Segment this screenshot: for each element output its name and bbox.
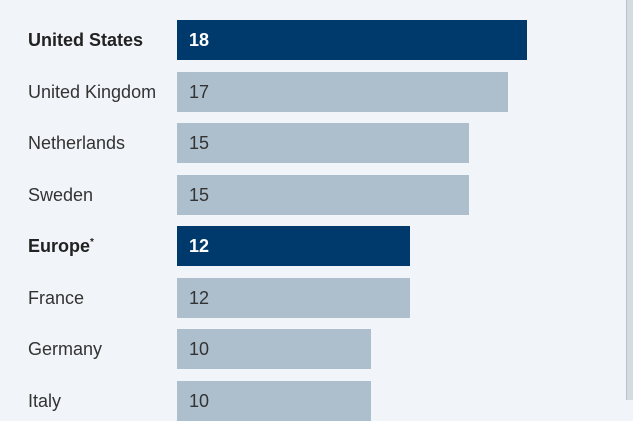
bar-value-label: 12 [189,288,210,308]
category-label: France [28,278,84,318]
category-label-text: Germany [28,339,103,359]
bar-value-label: 17 [189,82,210,102]
bar-value-label: 15 [189,185,210,205]
bar: 15 [177,175,469,215]
bar: 10 [177,381,371,421]
bar: 18 [177,20,527,60]
category-label-text: Sweden [28,185,94,205]
category-label: Italy [28,381,61,421]
category-label-text: Europe [28,236,91,256]
category-label-text: France [28,288,85,308]
bar: 10 [177,329,371,369]
footnote-marker: * [90,237,94,248]
bar-value-label: 10 [189,391,210,411]
bar: 17 [177,72,508,112]
category-label-text: Italy [28,391,62,411]
bar-value-label: 12 [189,236,210,256]
category-label: Germany [28,329,102,369]
category-label-text: Netherlands [28,133,126,153]
category-label: Sweden [28,175,93,215]
bar-chart: United States 18 United Kingdom 17 Netherlan… [28,20,527,421]
category-label: United Kingdom [28,72,156,112]
bar-value-label: 15 [189,133,210,153]
bar: 15 [177,123,469,163]
bar-value-label: 18 [189,30,210,50]
bar-value-label: 10 [189,339,210,359]
category-label: United States [28,20,143,60]
bar: 12 [177,278,410,318]
category-label: Netherlands [28,123,125,163]
category-label-text: United States [28,30,144,50]
bar: 12 [177,226,410,266]
window-edge [626,0,633,400]
category-label-text: United Kingdom [28,82,157,102]
category-label: Europe* [28,226,94,266]
